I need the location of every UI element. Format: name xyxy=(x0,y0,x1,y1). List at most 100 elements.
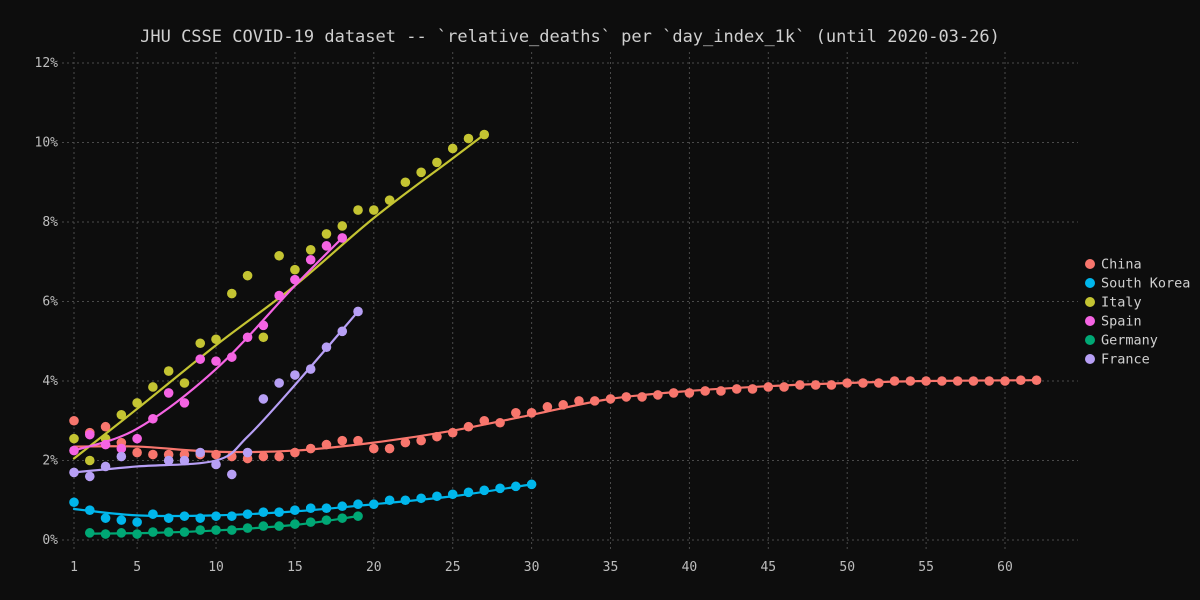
data-point-south-korea xyxy=(211,511,221,521)
data-point-germany xyxy=(179,527,190,537)
data-point-china xyxy=(810,380,821,390)
series-layer xyxy=(69,129,1042,539)
data-point-china xyxy=(148,449,158,460)
x-tick-label: 40 xyxy=(682,560,698,575)
data-point-italy xyxy=(69,433,79,444)
data-point-germany xyxy=(116,528,127,538)
data-point-spain xyxy=(305,254,316,265)
data-point-france xyxy=(195,447,206,458)
data-point-south-korea xyxy=(384,495,395,506)
data-point-south-korea xyxy=(116,515,127,525)
data-point-south-korea xyxy=(258,507,269,517)
legend-marker-germany xyxy=(1085,335,1095,345)
data-point-spain xyxy=(179,398,190,408)
data-point-china xyxy=(305,443,316,454)
y-tick-label: 0% xyxy=(42,533,58,548)
x-tick-label: 15 xyxy=(287,560,303,575)
data-point-china xyxy=(779,382,789,392)
data-point-south-korea xyxy=(274,507,284,517)
data-point-china xyxy=(290,447,300,458)
data-point-spain xyxy=(211,356,221,366)
data-point-germany xyxy=(148,527,158,537)
data-point-china xyxy=(984,376,995,386)
legend-label-germany: Germany xyxy=(1101,333,1158,349)
data-point-china xyxy=(795,380,805,390)
x-tick-label: 45 xyxy=(760,560,776,575)
data-point-germany xyxy=(132,529,142,539)
data-point-china xyxy=(684,388,695,398)
data-point-italy xyxy=(416,167,426,178)
data-point-china xyxy=(132,447,142,458)
data-point-italy xyxy=(479,129,490,140)
legend-marker-china xyxy=(1085,259,1095,269)
data-point-china xyxy=(400,437,411,448)
data-point-south-korea xyxy=(526,479,537,490)
data-point-china xyxy=(463,421,474,432)
data-point-south-korea xyxy=(195,513,206,523)
data-point-china xyxy=(558,400,568,410)
data-point-china xyxy=(716,386,726,396)
data-point-china xyxy=(447,427,458,438)
data-point-spain xyxy=(321,241,332,251)
data-point-south-korea xyxy=(69,497,79,508)
legend-marker-spain xyxy=(1085,316,1095,326)
data-point-china xyxy=(321,439,332,450)
legend-label-south-korea: South Korea xyxy=(1101,276,1190,292)
data-point-germany xyxy=(84,528,95,538)
data-point-china xyxy=(495,417,505,428)
data-point-china xyxy=(100,421,111,432)
data-point-germany xyxy=(226,525,237,535)
data-point-france xyxy=(242,447,253,458)
data-point-italy xyxy=(132,398,142,408)
legend-label-china: China xyxy=(1101,257,1142,273)
data-point-italy xyxy=(116,409,127,420)
data-point-italy xyxy=(163,366,174,376)
data-point-south-korea xyxy=(416,493,426,504)
data-point-italy xyxy=(258,332,269,343)
data-point-germany xyxy=(274,521,284,531)
data-point-france xyxy=(305,364,316,374)
data-point-germany xyxy=(211,525,221,535)
data-point-china xyxy=(653,390,663,400)
legend-label-france: France xyxy=(1101,352,1150,368)
series-south-korea xyxy=(69,479,537,527)
data-point-italy xyxy=(179,378,190,388)
data-point-italy xyxy=(274,250,284,261)
axis-layer: 0%2%4%6%8%10%12%1 5 10 15 20 25 30 35 40 45 50 55 60 xyxy=(35,56,1013,575)
data-point-germany xyxy=(100,529,111,539)
data-point-south-korea xyxy=(163,513,174,523)
data-point-china xyxy=(211,449,221,460)
data-point-china xyxy=(826,380,837,390)
data-point-germany xyxy=(337,513,348,523)
x-tick-label: 50 xyxy=(839,560,855,575)
data-point-china xyxy=(369,443,379,454)
data-point-germany xyxy=(305,517,316,527)
series-spain xyxy=(69,233,348,456)
data-point-south-korea xyxy=(479,485,490,496)
data-point-south-korea xyxy=(100,513,111,523)
data-point-china xyxy=(905,376,916,386)
data-point-china xyxy=(353,435,363,446)
legend-marker-france xyxy=(1085,354,1095,364)
data-point-china xyxy=(589,396,600,406)
data-point-china xyxy=(937,376,947,386)
data-point-spain xyxy=(337,233,348,243)
data-point-france xyxy=(163,455,174,466)
data-point-china xyxy=(889,376,900,386)
data-point-china xyxy=(605,394,616,404)
data-point-china xyxy=(526,408,537,418)
data-point-italy xyxy=(195,338,206,349)
data-point-spain xyxy=(290,274,300,285)
data-point-germany xyxy=(353,511,363,521)
data-point-south-korea xyxy=(148,509,158,519)
data-point-china xyxy=(968,376,979,386)
data-point-south-korea xyxy=(337,501,348,512)
data-point-spain xyxy=(84,429,95,440)
data-point-china xyxy=(432,431,442,442)
data-point-south-korea xyxy=(305,503,316,513)
data-point-france xyxy=(258,394,269,404)
data-point-china xyxy=(479,415,490,426)
y-tick-label: 10% xyxy=(35,136,59,151)
data-point-china xyxy=(858,378,868,388)
